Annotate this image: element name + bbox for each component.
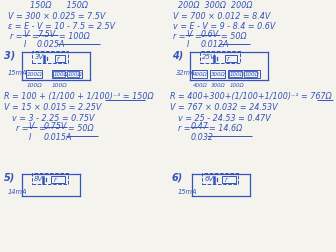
- Text: =: =: [31, 32, 38, 41]
- Text: 25V: 25V: [202, 54, 216, 60]
- Text: 100Ω: 100Ω: [68, 73, 83, 78]
- Text: r: r: [54, 177, 57, 183]
- Text: r: r: [57, 56, 60, 62]
- Text: 15mA: 15mA: [178, 189, 198, 195]
- Text: I: I: [29, 133, 31, 142]
- Text: r =: r =: [178, 124, 191, 133]
- Text: r =: r =: [10, 32, 23, 41]
- Text: 400Ω: 400Ω: [193, 83, 208, 88]
- Text: r: r: [225, 177, 228, 183]
- Bar: [225, 55, 237, 62]
- Text: 6V: 6V: [205, 176, 214, 182]
- Text: V = 15 × 0.015 = 2.25V: V = 15 × 0.015 = 2.25V: [4, 103, 101, 112]
- Text: 0.75V: 0.75V: [44, 122, 68, 131]
- Bar: [32, 173, 68, 184]
- Bar: [192, 70, 207, 78]
- Text: 100Ω: 100Ω: [52, 83, 68, 88]
- Bar: [55, 55, 65, 62]
- Bar: [51, 176, 65, 183]
- Text: 200Ω  300Ω  200Ω: 200Ω 300Ω 200Ω: [178, 1, 252, 10]
- Text: 100Ω: 100Ω: [27, 73, 43, 78]
- Text: = 100Ω: = 100Ω: [59, 32, 90, 41]
- Text: r =: r =: [173, 32, 185, 41]
- Text: 0.47: 0.47: [191, 122, 209, 131]
- Bar: [229, 71, 242, 77]
- Text: R = 100 + (1/100 + 1/100)⁻¹ = 150Ω: R = 100 + (1/100 + 1/100)⁻¹ = 150Ω: [4, 92, 154, 101]
- Text: 14mA: 14mA: [8, 189, 28, 195]
- Bar: [244, 71, 257, 77]
- Text: 3V: 3V: [35, 54, 44, 60]
- Bar: [210, 70, 225, 78]
- Text: 0.025A: 0.025A: [37, 40, 66, 49]
- Text: r =: r =: [16, 124, 29, 133]
- Text: = 50Ω: = 50Ω: [221, 32, 247, 41]
- Text: 4): 4): [172, 50, 183, 60]
- Bar: [202, 173, 238, 184]
- Text: 100Ω: 100Ω: [230, 83, 245, 88]
- Text: 300Ω: 300Ω: [211, 83, 226, 88]
- Text: 6): 6): [172, 172, 183, 182]
- Text: 150Ω      150Ω: 150Ω 150Ω: [30, 1, 88, 10]
- Bar: [200, 51, 240, 63]
- Text: 8V: 8V: [34, 176, 43, 182]
- Text: 32mA: 32mA: [176, 70, 196, 76]
- Text: 100Ω: 100Ω: [27, 83, 43, 88]
- Text: v = 25 - 24.53 = 0.47V: v = 25 - 24.53 = 0.47V: [178, 114, 271, 123]
- Text: 5): 5): [4, 172, 15, 182]
- Text: 7.5V: 7.5V: [37, 30, 55, 39]
- Text: 0.015A: 0.015A: [44, 133, 73, 142]
- Text: 0.6V: 0.6V: [201, 30, 219, 39]
- Text: 15mA: 15mA: [8, 70, 28, 76]
- Text: R = 400+300+(1/100+1/100)⁻¹ = 767Ω: R = 400+300+(1/100+1/100)⁻¹ = 767Ω: [170, 92, 332, 101]
- Bar: [26, 70, 42, 78]
- Bar: [222, 176, 236, 183]
- Text: 100Ω: 100Ω: [230, 73, 245, 78]
- Bar: [67, 71, 79, 77]
- Text: 300Ω: 300Ω: [211, 73, 226, 78]
- Text: r: r: [227, 56, 230, 62]
- Text: V: V: [28, 122, 34, 131]
- Text: V = 767 × 0.032 = 24.53V: V = 767 × 0.032 = 24.53V: [170, 103, 278, 112]
- Text: V: V: [23, 30, 29, 39]
- Text: =: =: [38, 124, 45, 133]
- Text: V = 700 × 0.012 = 8.4V: V = 700 × 0.012 = 8.4V: [173, 12, 270, 21]
- Text: I: I: [187, 40, 190, 49]
- Bar: [228, 70, 260, 78]
- Text: V: V: [186, 30, 192, 39]
- Text: 400Ω: 400Ω: [193, 73, 208, 78]
- Bar: [52, 70, 82, 78]
- Text: 0.012A: 0.012A: [201, 40, 229, 49]
- Text: v = 3 - 2.25 = 0.75V: v = 3 - 2.25 = 0.75V: [12, 114, 94, 123]
- Text: 100Ω: 100Ω: [245, 73, 260, 78]
- Text: 100Ω: 100Ω: [54, 73, 69, 78]
- Text: I: I: [24, 40, 26, 49]
- Text: 3): 3): [4, 50, 15, 60]
- Text: =: =: [194, 32, 201, 41]
- Bar: [53, 71, 65, 77]
- Text: v = E - V = 9 - 8.4 = 0.6V: v = E - V = 9 - 8.4 = 0.6V: [173, 22, 276, 31]
- Bar: [32, 51, 68, 63]
- Text: ε = E - V = 10 - 7.5 = 2.5V: ε = E - V = 10 - 7.5 = 2.5V: [8, 22, 115, 31]
- Text: = 14.6Ω: = 14.6Ω: [209, 124, 242, 133]
- Text: V = 300 × 0.025 = 7.5V: V = 300 × 0.025 = 7.5V: [8, 12, 106, 21]
- Text: 0.032: 0.032: [191, 133, 214, 142]
- Text: = 50Ω: = 50Ω: [68, 124, 94, 133]
